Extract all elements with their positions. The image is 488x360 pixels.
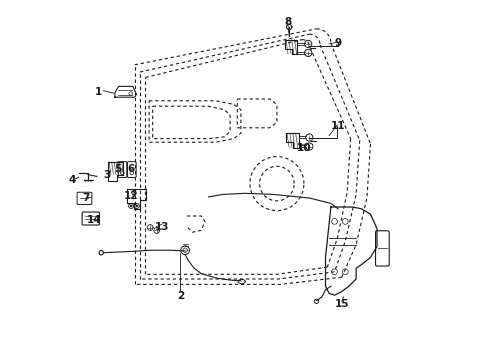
Text: 1: 1: [95, 87, 102, 97]
FancyBboxPatch shape: [127, 162, 136, 177]
Text: 12: 12: [123, 191, 138, 201]
Text: 2: 2: [177, 291, 183, 301]
Text: 5: 5: [114, 164, 121, 174]
Text: 4: 4: [69, 175, 76, 185]
FancyBboxPatch shape: [82, 212, 99, 225]
Text: 14: 14: [86, 215, 101, 225]
Text: 13: 13: [155, 222, 169, 232]
FancyBboxPatch shape: [118, 162, 126, 177]
Circle shape: [130, 205, 132, 207]
Text: 10: 10: [296, 143, 310, 153]
Text: 15: 15: [334, 299, 348, 309]
Text: 9: 9: [334, 38, 341, 48]
Text: 6: 6: [127, 164, 135, 174]
Text: 3: 3: [103, 170, 110, 180]
FancyBboxPatch shape: [375, 231, 388, 266]
FancyBboxPatch shape: [77, 192, 92, 204]
Text: 7: 7: [82, 193, 90, 203]
Text: 11: 11: [330, 121, 345, 131]
Circle shape: [136, 205, 138, 207]
Text: 8: 8: [284, 17, 291, 27]
